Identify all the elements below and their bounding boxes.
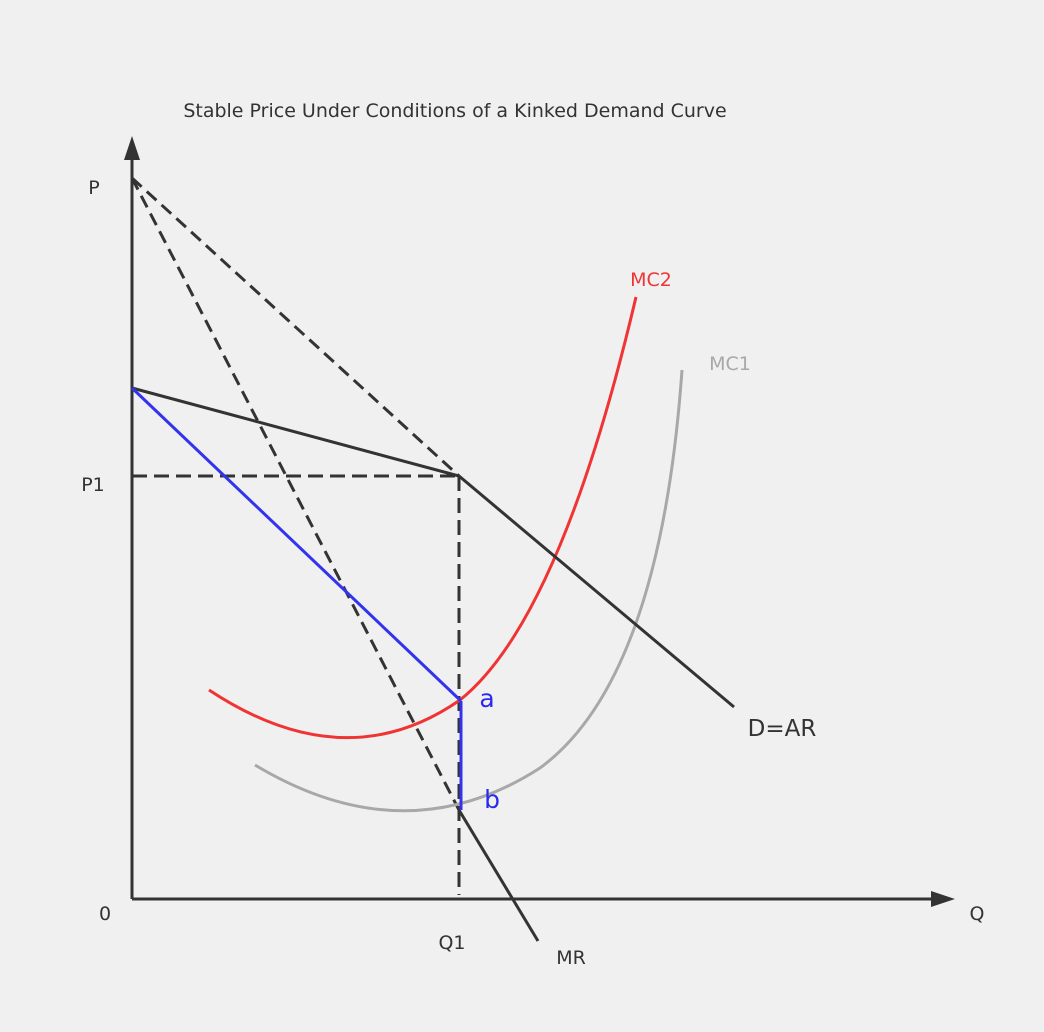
mc1-curve [254, 369, 684, 813]
mr-curve-lower [457, 809, 540, 942]
x-axis-arrow [931, 891, 955, 907]
y-axis-arrow [124, 136, 140, 160]
dashed-demand-extension [130, 176, 461, 478]
demand-curve-label: D=AR [748, 716, 817, 742]
origin-label: 0 [99, 903, 111, 925]
mc1-label: MC1 [709, 353, 751, 375]
demand-curve [131, 386, 735, 709]
dashed-mr-extension [130, 177, 461, 811]
mr-label: MR [556, 947, 586, 969]
point-a-label: a [479, 684, 494, 713]
mc2-curve [208, 296, 638, 740]
point-b-label: b [484, 785, 500, 814]
mr-curve-upper [130, 386, 463, 703]
x-axis-label: Q [970, 903, 985, 925]
quantity-level-label: Q1 [438, 932, 465, 954]
diagram-title: Stable Price Under Conditions of a Kinke… [183, 100, 726, 122]
price-level-label: P1 [81, 474, 105, 496]
mc2-label: MC2 [630, 269, 672, 291]
y-axis-label: P [88, 177, 99, 199]
